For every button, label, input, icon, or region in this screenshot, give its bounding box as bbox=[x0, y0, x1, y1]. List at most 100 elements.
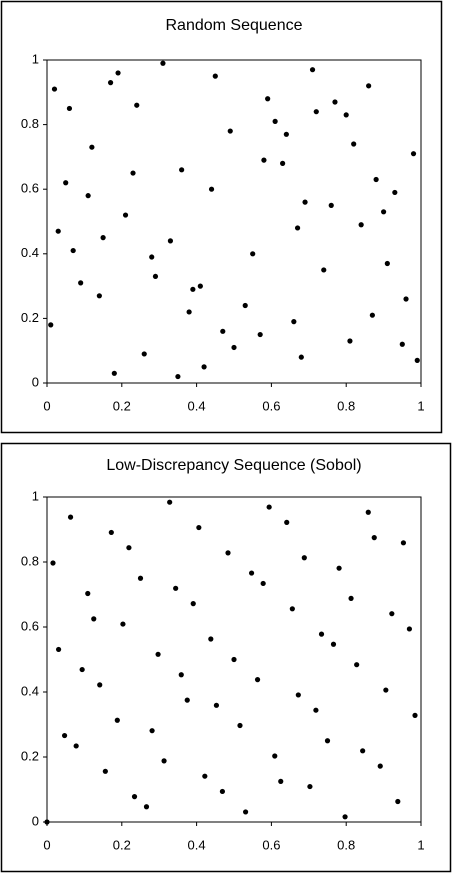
point bbox=[412, 712, 418, 719]
point bbox=[51, 86, 58, 92]
point bbox=[321, 267, 327, 273]
y-tick-label: 0 bbox=[32, 813, 39, 828]
y-tick-label: 1 bbox=[32, 51, 39, 66]
point bbox=[400, 540, 407, 546]
point bbox=[257, 331, 263, 338]
point bbox=[130, 170, 136, 176]
point bbox=[48, 322, 54, 328]
point bbox=[167, 238, 174, 244]
point bbox=[392, 189, 398, 196]
point bbox=[190, 601, 196, 607]
point bbox=[197, 283, 203, 289]
point bbox=[332, 99, 338, 105]
point bbox=[219, 788, 226, 795]
y-tick-label: 0.6 bbox=[21, 618, 39, 633]
point bbox=[126, 545, 132, 551]
plot-frame bbox=[46, 59, 422, 384]
x-tick-label: 0.6 bbox=[262, 837, 280, 852]
point bbox=[250, 251, 256, 257]
point bbox=[85, 590, 91, 597]
point bbox=[343, 112, 349, 118]
x-tick-label: 0.8 bbox=[337, 398, 355, 413]
x-tick-label: 0.4 bbox=[188, 837, 206, 852]
chart-title: Low-Discrepancy Sequence (Sobol) bbox=[106, 457, 361, 474]
point bbox=[383, 687, 389, 693]
point bbox=[89, 144, 95, 150]
point bbox=[365, 509, 371, 515]
point bbox=[371, 535, 377, 541]
point bbox=[96, 293, 102, 299]
point bbox=[227, 128, 233, 134]
point bbox=[161, 758, 167, 764]
point bbox=[254, 677, 261, 683]
point bbox=[283, 131, 289, 137]
point bbox=[149, 728, 155, 734]
point bbox=[208, 636, 214, 642]
point bbox=[261, 157, 267, 163]
point bbox=[389, 611, 395, 617]
y-tick-label: 0.8 bbox=[21, 553, 39, 568]
point bbox=[289, 606, 295, 612]
point bbox=[66, 105, 73, 112]
plot-frame bbox=[46, 496, 422, 823]
point bbox=[265, 96, 271, 102]
x-tick-label: 0.8 bbox=[337, 837, 355, 852]
point bbox=[384, 260, 390, 267]
point bbox=[50, 560, 56, 566]
point bbox=[381, 209, 387, 215]
x-tick-label: 0 bbox=[43, 398, 50, 413]
point bbox=[186, 309, 192, 315]
point bbox=[266, 504, 272, 510]
point bbox=[280, 160, 286, 166]
x-tick-label: 0 bbox=[43, 837, 50, 852]
point bbox=[155, 651, 161, 657]
y-tick-label: 0.2 bbox=[21, 310, 39, 325]
point bbox=[67, 514, 74, 520]
y-tick-label: 0.2 bbox=[21, 748, 39, 763]
point bbox=[291, 319, 297, 325]
point bbox=[358, 222, 364, 228]
y-tick-label: 0 bbox=[32, 374, 39, 389]
point bbox=[369, 312, 375, 318]
point bbox=[318, 631, 325, 637]
panel-frame bbox=[0, 442, 452, 873]
point bbox=[70, 247, 76, 254]
point bbox=[231, 344, 237, 351]
x-tick-label: 1 bbox=[417, 837, 424, 852]
point bbox=[242, 809, 249, 815]
point bbox=[55, 228, 61, 234]
point bbox=[237, 722, 243, 729]
x-tick-label: 0.6 bbox=[262, 398, 280, 413]
point bbox=[108, 529, 114, 536]
point bbox=[111, 370, 117, 376]
point bbox=[97, 682, 103, 688]
point bbox=[295, 692, 301, 698]
point bbox=[406, 626, 413, 632]
point bbox=[201, 364, 207, 370]
point bbox=[152, 273, 159, 280]
point bbox=[377, 763, 383, 769]
point bbox=[179, 167, 185, 173]
point bbox=[61, 732, 68, 739]
point bbox=[63, 180, 69, 186]
point bbox=[190, 286, 196, 292]
point bbox=[414, 357, 420, 363]
point bbox=[213, 702, 220, 708]
point bbox=[395, 798, 401, 805]
point bbox=[324, 738, 331, 744]
point bbox=[231, 656, 237, 663]
x-tick-label: 0.2 bbox=[113, 837, 131, 852]
y-tick-label: 0.6 bbox=[21, 181, 39, 196]
point bbox=[143, 804, 150, 810]
point bbox=[313, 707, 319, 713]
point bbox=[44, 819, 50, 825]
point bbox=[79, 666, 85, 673]
y-tick-label: 1 bbox=[32, 488, 39, 503]
point bbox=[131, 794, 138, 800]
point bbox=[149, 254, 155, 260]
point bbox=[178, 672, 184, 678]
point bbox=[307, 783, 313, 790]
point bbox=[399, 341, 405, 347]
point bbox=[410, 151, 417, 157]
